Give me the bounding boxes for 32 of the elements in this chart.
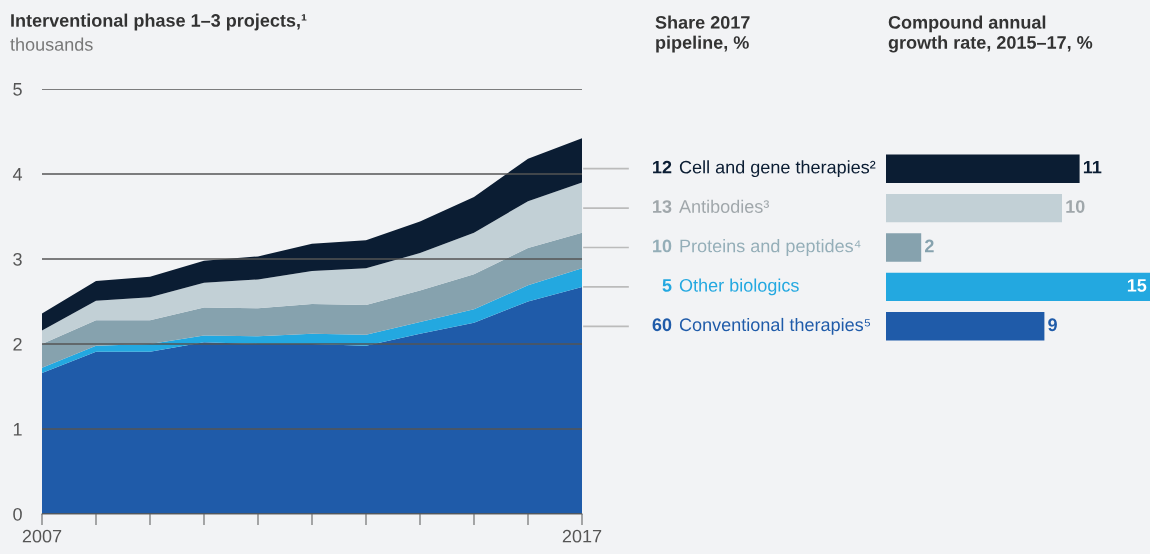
x-tick-label: 2007 — [22, 529, 62, 543]
y-tick-label: 0 — [13, 507, 22, 521]
chart-title: Interventional phase 1–3 projects,¹ — [11, 13, 307, 31]
data-label: 13 — [653, 200, 672, 213]
chart-title: Compound annual growth rate, 2015–17, % — [888, 15, 1093, 53]
text: Share 2017 pipeline, % — [655, 15, 750, 53]
category-label: Antibodies³ — [679, 199, 769, 213]
bar — [886, 193, 1062, 223]
category-label: Proteins and peptides⁴ — [680, 239, 861, 256]
bar — [886, 312, 1045, 341]
y-tick-label: 3 — [13, 252, 22, 266]
data-label: 2 — [924, 239, 934, 253]
y-tick-label: 1 — [13, 423, 22, 436]
category-label: Conventional therapies⁵ — [679, 317, 871, 335]
data-label: 5 — [662, 279, 672, 292]
data-label: 9 — [1048, 318, 1057, 332]
chart-subtitle: thousands — [10, 37, 93, 51]
data-label: 11 — [1083, 160, 1102, 174]
data-label: 10 — [653, 239, 672, 253]
y-tick-label: 4 — [12, 168, 23, 181]
bar — [886, 233, 922, 262]
data-label: 15 — [1127, 279, 1147, 292]
data-label: 12 — [653, 160, 672, 174]
category-label: Cell and gene therapies² — [679, 160, 876, 178]
bar — [886, 272, 1150, 302]
data-label: 60 — [652, 318, 672, 332]
y-tick-label: 5 — [13, 83, 22, 96]
category-label: Other biologics — [679, 278, 799, 296]
y-tick-label: 2 — [13, 337, 22, 351]
x-tick-label: 2017 — [562, 529, 602, 543]
bar — [886, 154, 1080, 183]
data-label: 10 — [1066, 200, 1085, 213]
